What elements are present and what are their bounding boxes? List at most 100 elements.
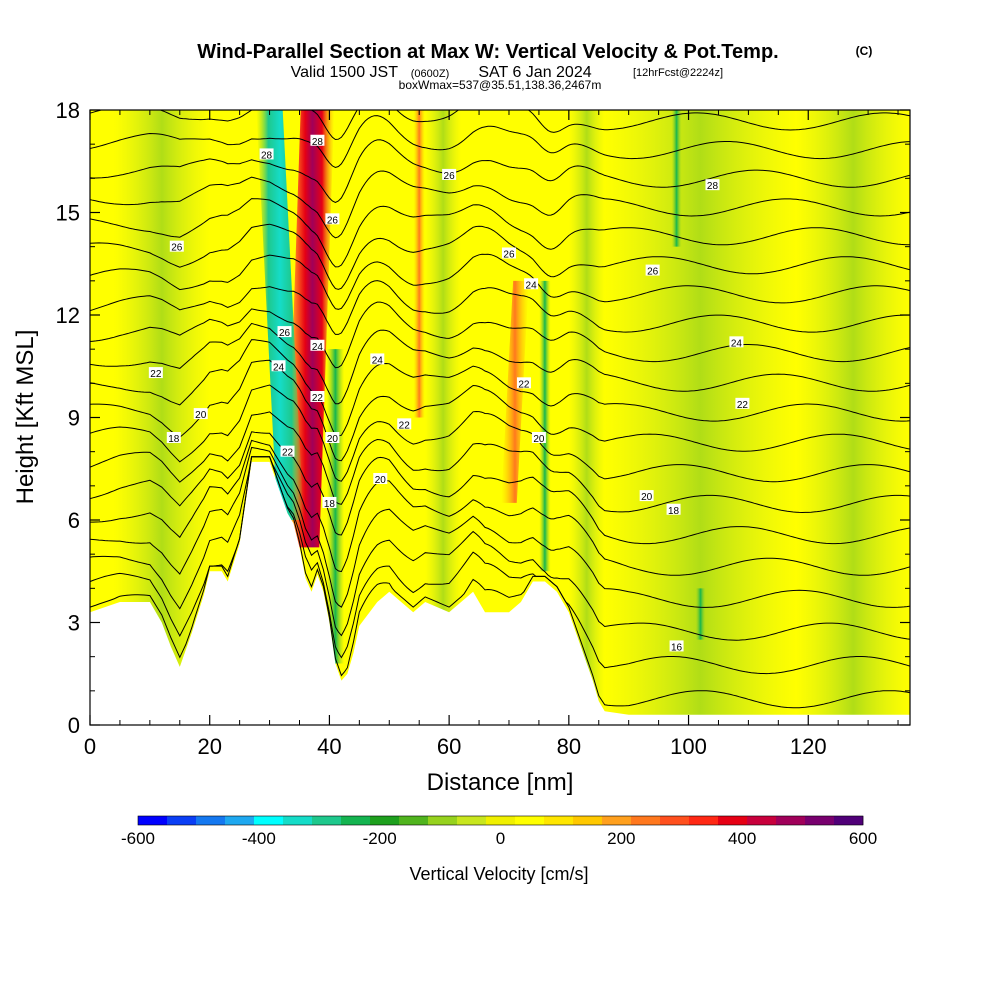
downdraft-core-band bbox=[256, 110, 304, 520]
colorbar-swatch bbox=[515, 816, 545, 825]
pot-temp-contour bbox=[90, 110, 910, 141]
contour-label: 24 bbox=[310, 339, 325, 353]
svg-text:26: 26 bbox=[171, 243, 183, 254]
pot-temp-contour bbox=[90, 170, 910, 239]
contour-label: 18 bbox=[666, 503, 681, 517]
contour-label: 28 bbox=[310, 134, 325, 148]
colorbar-swatch bbox=[196, 816, 226, 825]
pot-temp-contour bbox=[90, 198, 910, 268]
svg-text:22: 22 bbox=[312, 393, 324, 404]
axes: 0 20 40 60 80 100 120 0 3 6 9 12 15 18 bbox=[56, 98, 910, 759]
contour-label: 26 bbox=[442, 168, 457, 182]
y-tick-label: 9 bbox=[68, 406, 80, 431]
y-axis-label: Height [Kft MSL] bbox=[12, 330, 39, 505]
contour-label: 24 bbox=[729, 336, 744, 349]
colorbar-swatch bbox=[718, 816, 748, 825]
pot-temp-contours bbox=[90, 110, 910, 709]
svg-text:22: 22 bbox=[737, 400, 749, 411]
x-tick-label: 80 bbox=[557, 734, 581, 759]
chart-title: Wind-Parallel Section at Max W: Vertical… bbox=[197, 41, 778, 63]
subtitle-date: SAT 6 Jan 2024 bbox=[478, 64, 591, 81]
colorbar-swatch bbox=[399, 816, 429, 825]
colorbar-swatch bbox=[689, 816, 719, 825]
contour-label: 18 bbox=[322, 496, 337, 510]
svg-text:24: 24 bbox=[731, 338, 743, 349]
y-tick-label: 6 bbox=[68, 508, 80, 533]
pot-temp-contour bbox=[90, 139, 910, 203]
svg-text:18: 18 bbox=[324, 499, 336, 510]
contour-label: 16 bbox=[669, 640, 684, 653]
plot-area: 28 28 26 26 26 28 26 26 24 26 24 24 24 22 24 22 22 22 20 22… bbox=[90, 110, 910, 725]
contour-label: 22 bbox=[516, 377, 531, 390]
colorbar-swatch bbox=[486, 816, 516, 825]
svg-text:20: 20 bbox=[375, 475, 387, 486]
downdraft-band bbox=[695, 588, 706, 640]
svg-text:20: 20 bbox=[641, 492, 653, 503]
terrain-mask bbox=[90, 461, 910, 725]
weak-downdraft-region bbox=[568, 110, 605, 725]
colorbar-label: Vertical Velocity [cm/s] bbox=[409, 864, 588, 884]
y-tick-label: 3 bbox=[68, 611, 80, 636]
updraft-band bbox=[501, 280, 529, 503]
pot-temp-contour bbox=[90, 301, 910, 369]
contour-label: 28 bbox=[705, 179, 720, 192]
svg-text:22: 22 bbox=[399, 420, 411, 431]
contour-label: 26 bbox=[645, 264, 660, 278]
svg-text:24: 24 bbox=[273, 362, 285, 373]
contour-label: 20 bbox=[373, 473, 388, 486]
contour-label: 18 bbox=[166, 432, 181, 445]
colorbar-swatch bbox=[312, 816, 342, 825]
pot-temp-contour bbox=[90, 339, 910, 437]
pot-temp-contour bbox=[90, 456, 910, 709]
svg-text:26: 26 bbox=[279, 328, 291, 339]
pot-temp-contour bbox=[90, 322, 910, 405]
svg-text:28: 28 bbox=[312, 137, 324, 148]
pot-temp-contour bbox=[90, 456, 910, 675]
colorbar-swatch bbox=[225, 816, 255, 825]
y-tick-label: 15 bbox=[56, 201, 80, 226]
contour-label: 24 bbox=[271, 360, 286, 373]
contour-label: 22 bbox=[310, 391, 325, 404]
colorbar-swatch bbox=[660, 816, 690, 825]
chart-title-mark: (C) bbox=[856, 44, 873, 58]
colorbar-swatch bbox=[428, 816, 458, 825]
colorbar-swatch bbox=[747, 816, 777, 825]
svg-text:20: 20 bbox=[195, 410, 207, 421]
contour-label: 22 bbox=[148, 367, 163, 380]
pot-temp-contour bbox=[90, 431, 910, 545]
colorbar-swatch bbox=[602, 816, 632, 825]
contour-labels: 28 28 26 26 26 28 26 26 24 26 24 24 24 22 24 22 22 22 20 22… bbox=[148, 134, 750, 653]
colorbar-swatch bbox=[544, 816, 574, 825]
colorbar-swatch bbox=[283, 816, 313, 825]
colorbar-swatch bbox=[167, 816, 197, 825]
svg-text:22: 22 bbox=[518, 379, 530, 390]
pot-temp-contour bbox=[90, 411, 910, 514]
svg-text:26: 26 bbox=[327, 215, 339, 226]
svg-text:16: 16 bbox=[671, 642, 683, 653]
svg-text:22: 22 bbox=[150, 369, 162, 380]
contour-label: 26 bbox=[277, 326, 292, 339]
svg-text:18: 18 bbox=[668, 506, 680, 517]
pot-temp-contour bbox=[90, 456, 910, 641]
contour-label: 20 bbox=[639, 490, 654, 503]
contour-label: 22 bbox=[735, 397, 750, 411]
y-tick-label: 18 bbox=[56, 98, 80, 123]
svg-text:24: 24 bbox=[312, 342, 324, 353]
pot-temp-contour bbox=[90, 253, 910, 310]
contour-label: 24 bbox=[370, 353, 385, 366]
svg-text:24: 24 bbox=[526, 280, 538, 291]
contour-label: 26 bbox=[501, 247, 516, 261]
colorbar-tick-label: -200 bbox=[363, 829, 397, 848]
x-axis-label: Distance [nm] bbox=[427, 769, 574, 796]
svg-text:26: 26 bbox=[444, 171, 456, 182]
contour-label: 28 bbox=[259, 148, 274, 161]
contour-label: 26 bbox=[325, 213, 340, 226]
x-tick-label: 40 bbox=[317, 734, 341, 759]
subtitle-valid: Valid 1500 JST bbox=[291, 64, 399, 81]
pot-temp-contour bbox=[90, 359, 910, 462]
svg-text:28: 28 bbox=[261, 150, 273, 161]
colorbar-swatch bbox=[457, 816, 487, 825]
x-tick-label: 60 bbox=[437, 734, 461, 759]
contour-label: 22 bbox=[280, 445, 295, 459]
